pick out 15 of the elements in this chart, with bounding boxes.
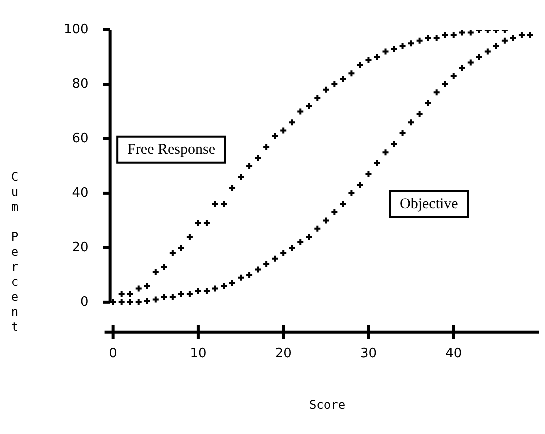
x-axis-title: Score [308, 398, 347, 412]
x-tick-label: 0 [109, 346, 118, 362]
y-tick-label: 0 [80, 294, 89, 310]
x-tick-label: 30 [360, 346, 378, 362]
x-tick-label: 20 [275, 346, 292, 362]
y-tick-label: 100 [64, 22, 89, 38]
y-tick-label: 80 [72, 76, 89, 92]
text: Objective [400, 196, 459, 212]
y-tick-label: 20 [72, 240, 89, 256]
x-tick-label: 10 [190, 346, 207, 362]
series-label: Free Response [128, 142, 216, 158]
y-tick-label: 60 [72, 131, 89, 146]
y-tick-label: 40 [72, 186, 89, 201]
text: Cum Percent [11, 170, 19, 334]
x-tick-label: 40 [446, 346, 462, 362]
